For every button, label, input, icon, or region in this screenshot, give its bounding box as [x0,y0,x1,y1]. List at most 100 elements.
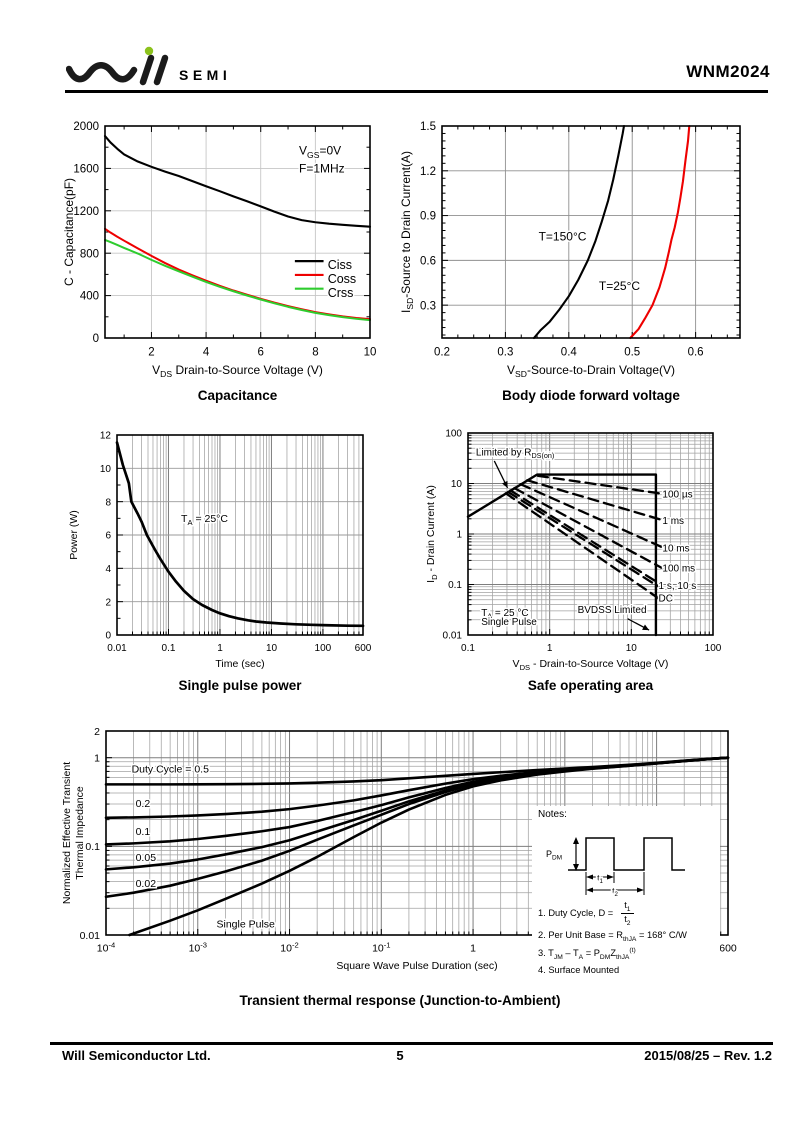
svg-text:6: 6 [257,347,263,359]
note-line-4: 4. Surface Mounted [538,964,620,975]
footer-rule [50,1042,773,1045]
series-Crss [104,238,371,322]
series-single-pulse [128,756,730,937]
svg-text:10-3: 10-3 [189,940,207,954]
svg-text:0.6: 0.6 [688,347,704,359]
x-axis-label: VSD-Source-to-Drain Voltage(V) [507,363,675,379]
svg-text:Ciss: Ciss [328,258,352,272]
grid [442,126,740,338]
series [115,441,365,628]
single-pulse-power-plot: TA = 25°C 0.01 0.1 1 10 100 600 0 2 4 6 8 10 12 Time (… [68,431,372,670]
thermal-caption: Transient thermal response (Junction-to-… [239,993,561,1008]
svg-text:0.3: 0.3 [497,347,513,359]
svg-text:0.4: 0.4 [561,347,578,359]
notes-box: Notes: PDM t1 t2 1. Duty Cycle, D = t1 t2 … [532,806,720,981]
svg-text:1.5: 1.5 [420,121,436,133]
soa-chart: Limited by RDS(on) 100 µs 1 ms 10 ms 100 ms 1… [420,425,765,694]
plot-frame [467,432,714,636]
svg-text:12: 12 [100,431,112,442]
svg-text:0.2: 0.2 [136,798,151,810]
svg-text:10: 10 [266,643,278,654]
svg-text:Crss: Crss [328,286,354,300]
x-axis-label: VDS - Drain-to-Source Voltage (V) [513,658,669,672]
svg-text:Coss: Coss [328,272,356,286]
svg-text:0.01: 0.01 [107,643,127,654]
annotations: T=150°C T=25°C [537,228,642,294]
svg-text:6: 6 [105,531,111,542]
svg-text:1200: 1200 [73,206,99,218]
svg-text:10-1: 10-1 [372,940,390,954]
soa-plot: Limited by RDS(on) 100 µs 1 ms 10 ms 100 ms 1… [425,429,722,672]
svg-text:TA = 25°C: TA = 25°C [181,513,228,527]
logo-wave [65,62,138,83]
note-line-3: 3. TJM – TA = PDMZthJA(t) [538,946,636,961]
pdm-waveform-diagram: PDM t1 t2 [546,836,685,898]
series-10s [506,490,663,590]
svg-text:600: 600 [719,943,737,955]
grid [105,126,370,338]
svg-text:10: 10 [100,464,112,475]
svg-text:1 s, 10 s: 1 s, 10 s [659,581,697,592]
single-pulse-power-chart: TA = 25°C 0.01 0.1 1 10 100 600 0 2 4 6 8 10 12 Time (… [55,425,385,694]
svg-text:Duty Cycle = 0.5: Duty Cycle = 0.5 [132,763,209,775]
series-Ciss [103,135,372,228]
note-line-2: 2. Per Unit Base = RthJA = 168° C/W [538,929,687,943]
single-pulse-power-caption: Single pulse power [178,678,302,693]
svg-text:10-4: 10-4 [97,940,115,954]
svg-text:1: 1 [217,643,223,654]
svg-text:2: 2 [105,597,111,608]
svg-text:2: 2 [148,347,154,359]
duty-cycle-fraction: t1 t2 [621,900,634,927]
svg-text:10: 10 [451,479,463,490]
svg-text:100: 100 [445,429,462,440]
plot-frame [116,434,364,636]
footer-page-number: 5 [396,1048,404,1063]
grid [116,435,364,635]
x-axis-label: Time (sec) [215,658,264,670]
soa-caption: Safe operating area [527,678,654,693]
series-100ms [513,486,664,570]
y-axis-label: C - Capacitance(pF) [62,178,76,286]
svg-text:0.02: 0.02 [136,878,157,890]
annotations: Limited by RDS(on) 100 µs 1 ms 10 ms 100 ms 1… [474,446,698,631]
svg-text:Single Pulse: Single Pulse [217,919,276,931]
y-axis-label: ID - Drain Current (A) [425,485,439,583]
svg-text:Single Pulse: Single Pulse [481,617,537,628]
svg-text:1: 1 [547,643,553,654]
svg-text:100: 100 [705,643,722,654]
notes-title: Notes: [538,809,567,820]
svg-text:0.3: 0.3 [420,300,436,312]
svg-text:1: 1 [470,943,476,955]
svg-text:2000: 2000 [73,121,99,133]
svg-text:1: 1 [94,753,100,765]
annotations: TA = 25°C [180,512,230,529]
logo-slash-1 [139,54,155,86]
body-diode-chart: T=150°C T=25°C 0.2 0.3 0.4 0.5 0.6 0.3 0.6 0.9 1.2… [398,112,748,395]
waveform-trace [568,836,685,871]
series [532,124,691,340]
series-T150C [532,124,626,340]
svg-text:1 ms: 1 ms [662,516,684,527]
svg-text:0.01: 0.01 [80,930,101,942]
body-diode-caption: Body diode forward voltage [502,388,680,403]
svg-text:T=25°C: T=25°C [599,279,640,293]
note-line-1: 1. Duty Cycle, D = t1 t2 [538,900,716,927]
svg-text:10: 10 [364,347,377,359]
capacitance-caption: Capacitance [197,388,278,403]
y-axis-label: Thermal Impedance [74,786,86,880]
series-10ms [519,483,665,550]
tick-labels: 0.01 0.1 1 10 100 600 0 2 4 6 8 10 12 [100,431,372,654]
footer-revision: 2015/08/25 – Rev. 1.2 [644,1048,772,1063]
annotations: Duty Cycle = 0.5 0.2 0.1 0.05 0.02 Single Pul… [130,762,276,932]
plot-frame [441,125,741,339]
svg-text:0.2: 0.2 [434,347,450,359]
tick-labels: 2 4 6 8 10 0 400 800 1200 1600 2000 [73,121,376,358]
logo-semi-text: SEMI [179,67,231,83]
svg-text:0: 0 [105,631,111,642]
y-axis-label: Power (W) [68,510,80,560]
series [466,473,665,637]
svg-text:100 µs: 100 µs [662,490,692,501]
